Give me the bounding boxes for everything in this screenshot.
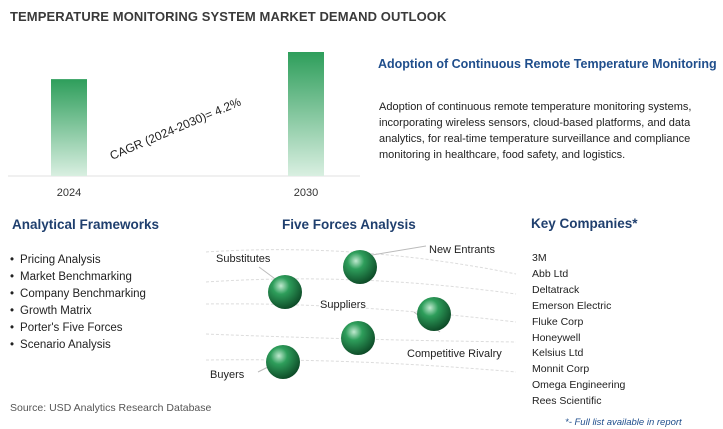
- list-item: Company Benchmarking: [10, 286, 146, 303]
- new-entrants-sphere: [343, 250, 377, 284]
- x-tick-label: 2030: [294, 187, 318, 199]
- source-note: Source: USD Analytics Research Database: [10, 402, 212, 414]
- key-companies-title: Key Companies*: [531, 216, 638, 231]
- five-forces-diagram: New Entrants Substitutes Suppliers Compe…: [205, 244, 517, 381]
- suppliers-sphere: [341, 321, 375, 355]
- list-item: 3M: [532, 252, 547, 264]
- list-item: Omega Engineering: [532, 379, 626, 392]
- bar-2024: [51, 79, 87, 176]
- bar-2030: [288, 52, 324, 176]
- list-item: Emerson Electric: [532, 299, 612, 312]
- list-item: Monnit Corp: [532, 363, 590, 376]
- suppliers-label: Suppliers: [320, 299, 366, 311]
- list-item: Deltatrack: [532, 283, 580, 296]
- analytical-frameworks-list: Pricing Analysis Market Benchmarking Com…: [10, 252, 146, 354]
- list-item: Kelsius Ltd: [532, 347, 584, 360]
- substitutes-label: Substitutes: [216, 253, 271, 265]
- list-item: Growth Matrix: [10, 303, 146, 320]
- list-item: Honeywell: [532, 331, 581, 344]
- list-item: Rees Scientific: [532, 395, 602, 408]
- competitive-rivalry-label: Competitive Rivalry: [407, 348, 502, 360]
- side-panel-heading: Adoption of Continuous Remote Temperatur…: [378, 57, 717, 71]
- market-bar-chart: 2024 2030 CAGR (2024-2030)= 4.2%: [8, 52, 360, 199]
- page-title: TEMPERATURE MONITORING SYSTEM MARKET DEM…: [10, 9, 447, 24]
- cagr-annotation: CAGR (2024-2030)= 4.2%: [108, 95, 244, 163]
- list-item: Fluke Corp: [532, 315, 584, 328]
- new-entrants-label: New Entrants: [429, 244, 496, 256]
- side-panel-body: Adoption of continuous remote temperatur…: [379, 101, 692, 161]
- list-item: Scenario Analysis: [10, 337, 146, 354]
- footnote: *- Full list available in report: [565, 417, 682, 428]
- competitive-rivalry-sphere: [417, 297, 451, 331]
- substitutes-sphere: [268, 275, 302, 309]
- buyers-label: Buyers: [210, 369, 245, 381]
- list-item: Pricing Analysis: [10, 252, 146, 269]
- analytical-frameworks-title: Analytical Frameworks: [12, 217, 160, 232]
- list-item: Market Benchmarking: [10, 269, 146, 286]
- x-tick-label: 2024: [57, 187, 81, 199]
- five-forces-title: Five Forces Analysis: [282, 217, 416, 232]
- list-item: Abb Ltd: [532, 267, 569, 280]
- key-companies-list: 3M Abb Ltd Deltatrack Emerson Electric F…: [532, 251, 625, 410]
- buyers-sphere: [266, 345, 300, 379]
- list-item: Porter's Five Forces: [10, 320, 146, 337]
